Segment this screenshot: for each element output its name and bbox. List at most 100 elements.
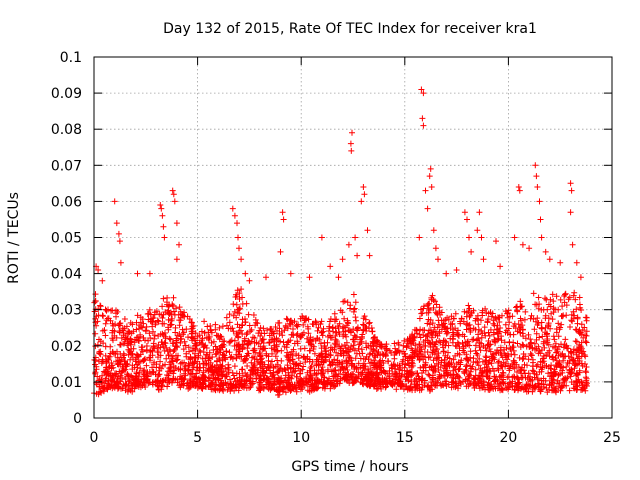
data-point <box>130 379 137 386</box>
data-point <box>269 380 276 387</box>
data-point <box>470 307 477 314</box>
data-point <box>352 299 359 306</box>
data-point <box>424 320 431 327</box>
data-point <box>200 360 207 367</box>
data-point <box>424 349 431 355</box>
data-point <box>389 365 396 372</box>
data-point <box>290 326 296 332</box>
data-point <box>304 335 310 342</box>
data-point <box>436 375 443 381</box>
data-point <box>287 351 294 358</box>
data-point <box>161 339 168 346</box>
data-point <box>147 311 154 318</box>
data-point <box>168 317 175 324</box>
data-point <box>486 367 493 374</box>
data-point <box>478 370 485 377</box>
data-point <box>243 300 250 307</box>
data-point <box>156 311 163 318</box>
data-point <box>443 328 449 335</box>
data-point <box>383 379 390 386</box>
y-tick-label: 0.1 <box>60 50 82 66</box>
data-point <box>350 306 357 313</box>
data-point <box>429 320 436 327</box>
data-point <box>236 324 243 331</box>
data-point <box>414 370 421 377</box>
data-point <box>391 369 398 375</box>
data-point <box>483 354 490 361</box>
data-point <box>253 356 260 363</box>
data-point <box>441 356 448 363</box>
data-point <box>190 378 197 385</box>
data-point <box>290 346 297 353</box>
data-point <box>429 349 436 356</box>
data-point <box>135 360 142 366</box>
data-point <box>235 387 242 394</box>
data-point <box>116 329 123 336</box>
data-point <box>538 347 545 353</box>
data-point <box>283 315 290 322</box>
data-point <box>244 363 251 369</box>
data-point <box>272 353 279 360</box>
data-point <box>128 351 135 358</box>
data-point <box>393 386 400 393</box>
data-point <box>197 348 204 355</box>
data-point <box>352 234 359 241</box>
data-point <box>155 354 161 361</box>
data-point <box>408 354 415 361</box>
data-point <box>466 234 472 241</box>
data-point <box>406 385 412 392</box>
data-point <box>136 325 143 332</box>
data-point <box>214 348 221 355</box>
data-point <box>161 234 168 241</box>
data-point <box>327 263 334 270</box>
data-point <box>489 365 496 372</box>
data-point <box>413 326 420 333</box>
data-point <box>178 375 185 382</box>
data-point <box>271 330 277 337</box>
data-point <box>399 358 406 365</box>
data-point <box>347 305 353 312</box>
data-point <box>190 364 197 371</box>
data-point <box>181 359 188 366</box>
data-point <box>440 348 447 355</box>
data-point <box>401 371 408 378</box>
data-point <box>448 360 455 366</box>
data-point <box>554 380 560 387</box>
data-point <box>487 341 494 348</box>
data-point <box>343 349 350 356</box>
data-point <box>121 339 128 345</box>
data-point <box>466 381 473 388</box>
data-point <box>244 371 251 378</box>
data-point <box>343 322 350 329</box>
data-point <box>176 304 183 311</box>
data-point <box>304 353 311 360</box>
data-point <box>535 305 542 312</box>
data-point <box>313 371 319 378</box>
data-point <box>582 361 588 367</box>
data-point <box>231 375 238 382</box>
data-point <box>425 354 432 361</box>
data-point <box>510 331 517 338</box>
data-point <box>226 319 233 326</box>
data-point <box>212 376 219 383</box>
data-point <box>206 337 212 343</box>
data-point <box>527 350 534 357</box>
data-point <box>214 332 221 339</box>
data-point <box>476 355 483 362</box>
data-point <box>297 315 304 322</box>
data-point <box>563 382 570 389</box>
data-point <box>152 321 159 328</box>
data-point <box>461 370 468 377</box>
data-point <box>112 381 119 388</box>
data-point <box>242 319 249 326</box>
data-point <box>226 339 233 346</box>
data-point <box>133 326 140 333</box>
data-point <box>472 342 479 349</box>
data-point <box>101 380 108 387</box>
data-point <box>224 386 231 393</box>
data-point <box>426 321 433 328</box>
data-point <box>530 386 537 392</box>
data-point <box>107 377 114 384</box>
data-point <box>253 339 260 346</box>
data-point <box>364 227 371 234</box>
